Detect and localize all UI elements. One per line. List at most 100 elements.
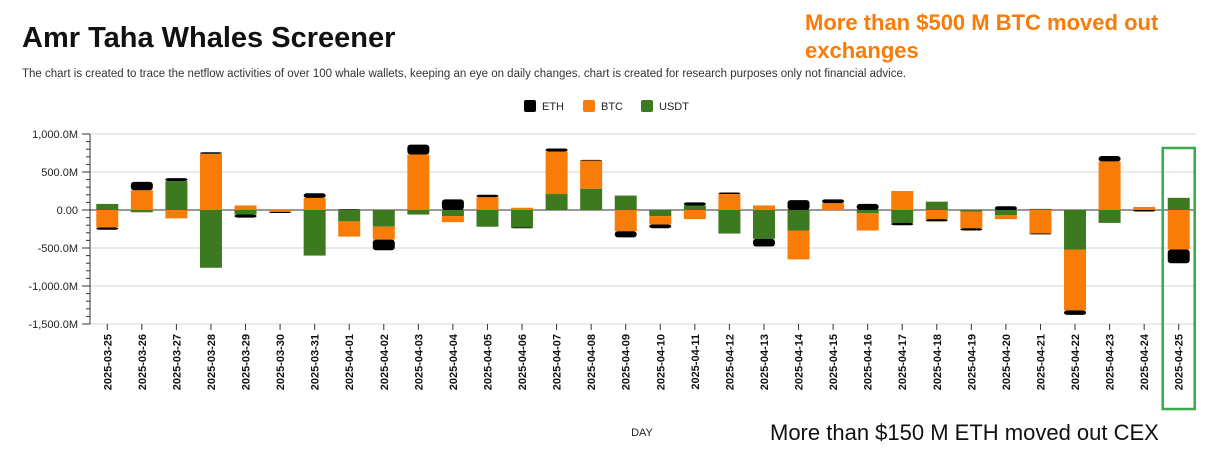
bar-eth (994, 206, 1017, 210)
bar-btc (96, 210, 119, 228)
x-tick-label: 2025-04-12 (724, 334, 736, 390)
bar-btc (303, 197, 326, 210)
bar-eth (891, 222, 914, 226)
x-tick-label: 2025-03-30 (275, 334, 287, 390)
bar-btc (130, 190, 153, 210)
x-tick-label: 2025-04-21 (1035, 334, 1047, 390)
bar-usdt (580, 188, 603, 210)
x-tick-label: 2025-04-06 (517, 334, 529, 390)
bar-btc (960, 211, 983, 229)
x-tick-label: 2025-04-17 (897, 334, 909, 390)
chart-subtitle: The chart is created to trace the netflo… (22, 68, 907, 80)
bar-eth (130, 181, 153, 191)
bar-usdt (372, 210, 395, 227)
x-tick-label: 2025-04-05 (482, 334, 494, 390)
x-tick-label: 2025-04-24 (1139, 333, 1151, 390)
x-tick-label: 2025-03-31 (310, 334, 322, 390)
x-tick-label: 2025-03-26 (137, 334, 149, 390)
bar-usdt (1098, 210, 1121, 223)
bar-btc (338, 221, 361, 237)
bar-btc (580, 160, 603, 189)
bar-btc (1064, 249, 1087, 311)
x-tick-label: 2025-03-25 (102, 334, 114, 390)
y-tick-label: 500.0M (41, 167, 78, 179)
bar-usdt (407, 210, 430, 215)
y-tick-label: 0.00 (57, 205, 78, 217)
bar-btc (441, 216, 464, 223)
bar-usdt (960, 210, 983, 212)
bar-eth (96, 227, 119, 230)
y-tick-label: -500.0M (38, 243, 78, 255)
bar-usdt (476, 210, 499, 227)
x-tick-label: 2025-04-19 (966, 334, 978, 390)
bars-layer (96, 144, 1196, 411)
bar-btc (407, 154, 430, 210)
bar-usdt (925, 201, 948, 210)
bar-btc (1098, 161, 1121, 210)
x-tick-label: 2025-04-10 (655, 334, 667, 390)
bar-usdt (1029, 208, 1052, 210)
bar-btc (683, 210, 706, 220)
bar-eth (441, 199, 464, 210)
x-tick-label: 2025-04-03 (413, 334, 425, 390)
bar-eth (1064, 310, 1087, 315)
x-tick-label: 2025-04-16 (863, 334, 875, 390)
bar-eth (545, 148, 568, 152)
x-tick-label: 2025-04-01 (344, 334, 356, 390)
bar-btc (199, 153, 222, 210)
bar-eth (1029, 233, 1052, 235)
legend-swatch-usdt (641, 100, 653, 112)
bar-usdt (683, 205, 706, 210)
bar-btc (752, 205, 775, 210)
bar-btc (718, 194, 741, 210)
chart-title: Amr Taha Whales Screener (22, 22, 396, 54)
bar-eth (649, 224, 672, 229)
x-tick-label: 2025-04-02 (379, 334, 391, 390)
x-tick-label: 2025-04-15 (828, 334, 840, 390)
bar-usdt (856, 210, 879, 214)
bar-usdt (994, 210, 1017, 216)
bar-eth (718, 192, 741, 195)
x-tick-label: 2025-03-28 (206, 334, 218, 390)
bar-eth (1167, 249, 1190, 264)
bar-usdt (96, 203, 119, 210)
bar-eth (580, 159, 603, 161)
x-tick-label: 2025-03-27 (171, 334, 183, 390)
bar-eth (856, 203, 879, 210)
legend-swatch-eth (524, 100, 536, 112)
bar-eth (752, 238, 775, 247)
bar-btc (994, 215, 1017, 220)
bar-usdt (752, 210, 775, 239)
bar-usdt (891, 210, 914, 223)
bar-usdt (303, 210, 326, 256)
bar-eth (614, 231, 637, 238)
bar-eth (199, 152, 222, 154)
y-tick-label: -1,500.0M (28, 319, 78, 331)
bar-usdt (614, 195, 637, 210)
legend: ETH BTC USDT (524, 100, 689, 113)
bar-btc (1133, 206, 1156, 210)
bar-btc (787, 230, 810, 260)
bar-eth (165, 178, 188, 182)
bar-eth (1133, 210, 1156, 212)
x-tick-label: 2025-04-23 (1105, 334, 1117, 390)
x-tick-label: 2025-04-11 (690, 334, 702, 390)
bar-btc (511, 207, 534, 210)
bar-btc (891, 191, 914, 210)
bar-eth (1098, 156, 1121, 162)
bar-usdt (338, 210, 361, 222)
bar-usdt (441, 210, 464, 217)
bar-usdt (649, 210, 672, 217)
x-tick-label: 2025-04-09 (621, 334, 633, 390)
bar-usdt (199, 210, 222, 268)
bar-usdt (545, 194, 568, 210)
bar-btc (269, 210, 292, 212)
bar-eth (407, 144, 430, 155)
bar-eth (925, 219, 948, 222)
bar-usdt (1064, 210, 1087, 250)
x-tick-label: 2025-03-29 (241, 334, 253, 390)
x-tick-label: 2025-04-04 (448, 333, 460, 390)
bar-btc (234, 205, 257, 210)
legend-label-usdt: USDT (659, 101, 689, 113)
